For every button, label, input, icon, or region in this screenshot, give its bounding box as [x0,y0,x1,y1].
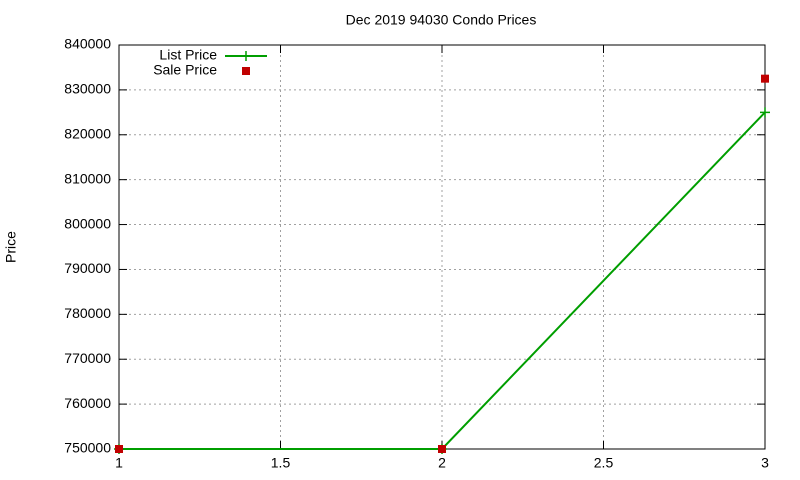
x-tick-label: 1.5 [271,455,291,471]
chart-title: Dec 2019 94030 Condo Prices [346,12,537,28]
y-tick-label: 820000 [64,125,111,141]
y-tick-label: 810000 [64,170,111,186]
y-tick-label: 790000 [64,260,111,276]
y-axis-label: Price [3,231,19,263]
y-tick-label: 750000 [64,440,111,456]
y-tick-label: 770000 [64,350,111,366]
x-tick-label: 1 [115,455,123,471]
legend-label: List Price [159,47,217,63]
y-tick-label: 780000 [64,305,111,321]
point-marker [761,74,769,83]
legend-swatch [241,51,251,61]
legend-label: Sale Price [153,62,217,78]
legend-swatch [242,67,250,75]
y-tick-label: 840000 [64,36,111,52]
x-tick-label: 2 [438,455,446,471]
y-tick-label: 760000 [64,395,111,411]
y-tick-label: 800000 [64,215,111,231]
x-tick-label: 3 [761,455,769,471]
x-tick-label: 2.5 [594,455,614,471]
point-marker [438,445,446,453]
point-marker [760,107,770,118]
point-marker [115,445,123,453]
y-tick-label: 830000 [64,81,111,97]
